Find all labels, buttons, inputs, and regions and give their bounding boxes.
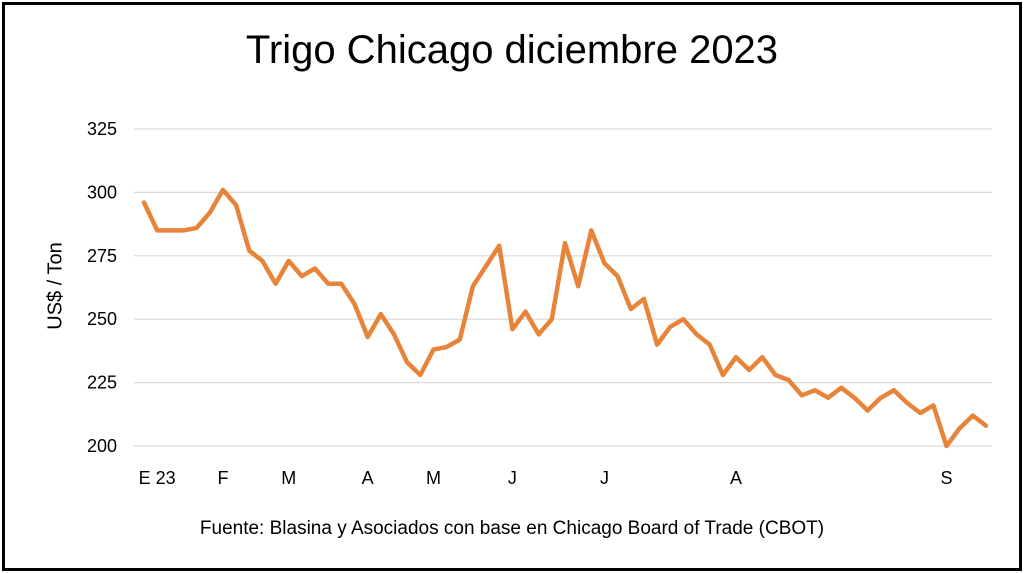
x-tick-label: M [281,468,296,488]
chart-title: Trigo Chicago diciembre 2023 [245,28,779,72]
y-tick-label: 325 [87,119,117,139]
x-tick-label: S [941,468,953,488]
x-tick-label: F [217,468,228,488]
series-line [141,187,989,449]
source-note: Fuente: Blasina y Asociados con base en … [199,518,825,539]
y-tick-label: 275 [87,246,117,266]
y-tick-label: 250 [87,309,117,329]
y-tick-label: 225 [87,373,117,393]
x-tick-label: E 23 [139,468,176,488]
y-tick-label: 300 [87,182,117,202]
x-tick-label: A [362,468,374,488]
x-tick-label: J [600,468,609,488]
x-tick-label: A [730,468,742,488]
x-tick-label: J [508,468,517,488]
y-tick-label: 200 [87,436,117,456]
x-tick-label: M [426,468,441,488]
